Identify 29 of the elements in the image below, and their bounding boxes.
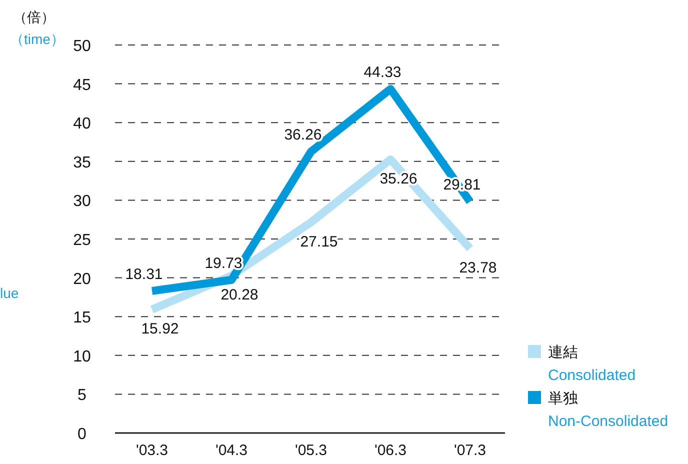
y-tick-label: 35	[73, 154, 91, 172]
x-tick-label: '03.3	[136, 442, 168, 459]
data-label: 27.15	[300, 233, 338, 250]
x-tick-label: '05.3	[294, 442, 328, 459]
legend-label: 連結 Consolidated	[548, 344, 636, 384]
y-tick-label: 30	[73, 193, 91, 210]
y-tick-label: 45	[73, 76, 91, 94]
y-tick-label: 25	[73, 232, 91, 249]
x-tick-label: '07.3	[454, 442, 486, 459]
y-tick-label: 5	[78, 387, 87, 404]
legend-label: 単独 Non-Consolidated	[548, 390, 668, 430]
y-axis-title: （倍）	[13, 9, 55, 25]
y-tick-label: 20	[73, 270, 91, 288]
data-label: 20.28	[220, 286, 258, 304]
data-label: 18.31	[125, 266, 163, 283]
y-tick-label: 50	[73, 38, 91, 55]
y-tick-label: 10	[73, 348, 91, 366]
data-label: 35.26	[380, 170, 418, 188]
y-tick-label: 0	[78, 426, 87, 443]
text: lue	[0, 285, 19, 301]
y-tick-label: 15	[73, 310, 91, 327]
x-tick-label: '04.3	[215, 442, 248, 459]
data-label: 44.33	[364, 64, 402, 81]
text: （time）	[10, 31, 64, 47]
data-label: 23.78	[459, 259, 497, 276]
x-tick-label: '06.3	[374, 442, 407, 459]
data-label: 15.92	[141, 320, 179, 338]
y-tick-label: 40	[73, 116, 91, 133]
data-label: 36.26	[284, 126, 322, 144]
